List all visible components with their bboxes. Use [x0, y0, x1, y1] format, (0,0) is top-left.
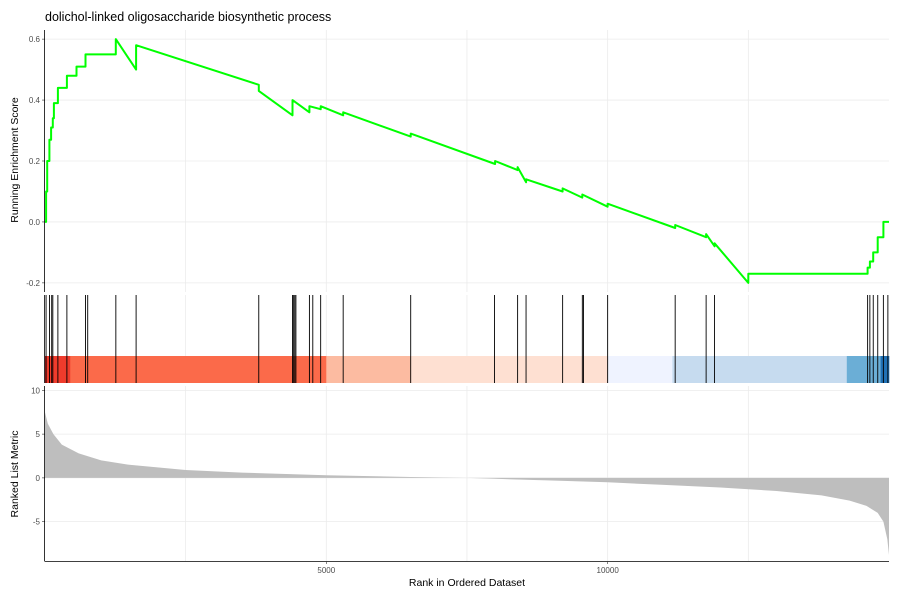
gradient-segment — [410, 356, 608, 383]
y-tick-label-ranked-metric: 10 — [31, 386, 40, 395]
y-tick-label-ranked-metric: 5 — [36, 430, 41, 439]
y-tick-label-ranked-metric: 0 — [36, 474, 41, 483]
gradient-segment — [70, 356, 327, 383]
grid-top — [45, 30, 889, 292]
y-tick-label-running-score: 0.0 — [29, 218, 41, 227]
y-ticks-ranked-metric: -5 0 5 10 — [31, 386, 45, 527]
gradient-segment — [846, 356, 881, 383]
ranked-metric-area — [45, 412, 889, 555]
y-tick-label-running-score: 0.6 — [29, 35, 41, 44]
chart-title: dolichol-linked oligosaccharide biosynth… — [45, 10, 331, 24]
y-axis-title-ranked-metric: Ranked List Metric — [9, 431, 21, 518]
x-ticks: 5000 10000 — [317, 561, 619, 575]
y-ticks-running-score: -0.2 0.0 0.2 0.4 0.6 — [26, 35, 45, 288]
panel-running-enrichment: Running Enrichment Score -0.2 0.0 0.2 0.4 0.… — [9, 30, 889, 292]
rank-gradient-bar — [45, 356, 890, 383]
y-tick-label-ranked-metric: -5 — [33, 518, 41, 527]
gradient-segment — [880, 356, 890, 383]
gradient-segment — [326, 356, 412, 383]
panel-gene-hits — [44, 295, 890, 383]
y-tick-label-running-score: -0.2 — [26, 279, 40, 288]
y-axis-title-running-score: Running Enrichment Score — [9, 97, 21, 223]
y-tick-label-running-score: 0.2 — [29, 157, 41, 166]
gradient-segment — [672, 356, 848, 383]
gene-hit-marks — [45, 295, 889, 383]
panel-ranked-metric: Ranked List Metric -5 0 5 10 5000 10000 Rank… — [9, 386, 889, 589]
x-tick-label: 5000 — [317, 566, 335, 575]
gradient-segment — [607, 356, 673, 383]
running-score-line — [45, 38, 889, 284]
x-axis-title: Rank in Ordered Dataset — [409, 577, 525, 589]
y-tick-label-running-score: 0.4 — [29, 96, 41, 105]
x-tick-label: 10000 — [597, 566, 620, 575]
